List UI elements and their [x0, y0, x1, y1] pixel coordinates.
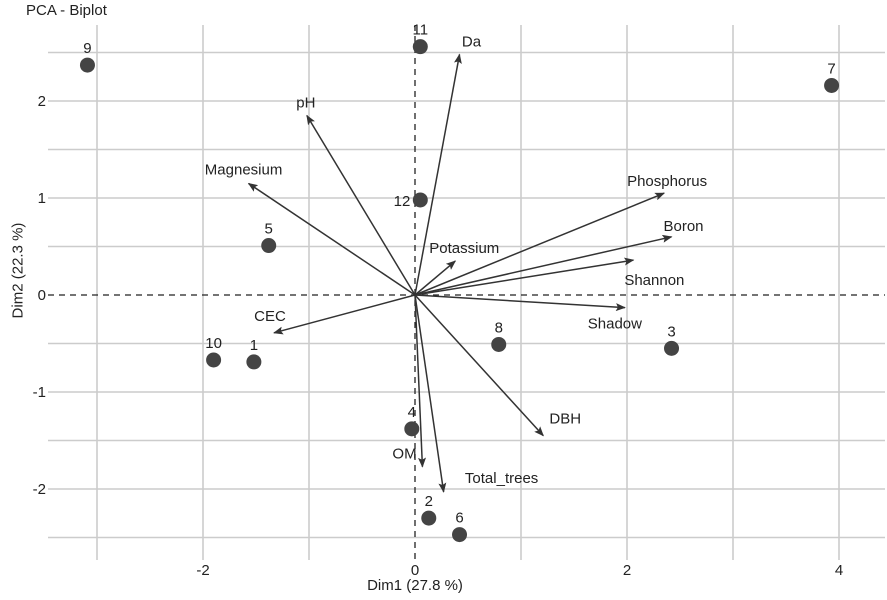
point-marker: [206, 352, 222, 368]
point-marker: [404, 421, 420, 437]
arrow-line: [414, 234, 673, 296]
point-label: 9: [83, 40, 91, 57]
point-marker: [824, 77, 840, 93]
point-label: 8: [495, 319, 503, 336]
y-tick-label: 1: [38, 190, 46, 207]
point-label: 6: [455, 510, 463, 527]
point-marker: [421, 510, 437, 526]
individual-point: 5: [261, 221, 277, 254]
x-tick-label: -2: [196, 562, 209, 579]
arrow-line: [273, 294, 416, 335]
variable-arrow: Total_trees: [414, 294, 538, 493]
individual-point: 1: [246, 337, 262, 370]
arrow-line: [414, 257, 635, 296]
variable-label: OM: [392, 446, 416, 463]
point-label: 12: [394, 193, 411, 210]
x-tick-label: 4: [835, 562, 843, 579]
point-marker: [79, 57, 95, 73]
variable-arrow: Potassium: [414, 240, 499, 296]
individual-point: 4: [404, 404, 420, 437]
variable-label: Boron: [664, 218, 704, 235]
variable-arrow: Phosphorus: [414, 173, 707, 296]
variable-arrow: CEC: [254, 294, 416, 335]
chart-title: PCA - Biplot: [26, 2, 107, 19]
point-marker: [246, 354, 262, 370]
individual-point: 3: [664, 323, 680, 356]
point-label: 1: [250, 337, 258, 354]
y-tick-label: -1: [33, 384, 46, 401]
arrow-line: [414, 260, 457, 296]
point-label: 3: [667, 323, 675, 340]
individual-point: 9: [79, 40, 95, 73]
arrow-line: [306, 114, 416, 296]
point-marker: [664, 340, 680, 356]
variable-label: Potassium: [429, 240, 499, 257]
x-axis-label: Dim1 (27.8 %): [367, 577, 463, 594]
point-label: 7: [827, 60, 835, 77]
arrow-line: [414, 294, 544, 437]
point-marker: [491, 336, 507, 352]
variable-arrow: Boron: [414, 218, 704, 296]
point-marker: [412, 192, 428, 208]
individual-point: 8: [491, 319, 507, 352]
x-tick-label: 2: [623, 562, 631, 579]
variable-arrow: Shannon: [414, 257, 684, 296]
individual-point: 12: [394, 192, 428, 210]
point-marker: [261, 238, 277, 254]
arrow-line: [414, 192, 666, 296]
point-label: 11: [413, 22, 429, 39]
individual-point: 11: [412, 22, 429, 55]
variable-label: Total_trees: [465, 470, 538, 487]
arrow-line: [414, 53, 462, 296]
grid: [48, 25, 885, 560]
point-label: 10: [205, 335, 222, 352]
variable-label: DBH: [549, 411, 581, 428]
x-tick-label: 0: [411, 562, 419, 579]
variable-arrow: OM: [392, 294, 427, 468]
variable-label: Shadow: [588, 316, 642, 333]
point-label: 5: [265, 221, 273, 238]
variable-label: Shannon: [624, 272, 684, 289]
variable-arrow: Shadow: [414, 294, 642, 333]
arrow-line: [247, 182, 416, 296]
variable-label: Phosphorus: [627, 173, 707, 190]
variable-label: CEC: [254, 308, 286, 325]
point-marker: [452, 527, 468, 543]
individual-point: 2: [421, 493, 437, 526]
y-tick-label: 2: [38, 93, 46, 110]
individual-point: 6: [452, 510, 468, 543]
variable-arrow: DBH: [414, 294, 581, 437]
arrow-line: [414, 294, 427, 468]
individual-point: 10: [205, 335, 222, 368]
individual-point: 7: [824, 60, 840, 93]
point-label: 4: [408, 404, 416, 421]
variable-label: pH: [296, 95, 315, 112]
variable-label: Da: [462, 33, 482, 50]
variable-label: Magnesium: [205, 161, 283, 178]
variable-arrows: Da pH Magnesium Phosphorus Boron Shannon Potas…: [205, 33, 707, 493]
variable-arrow: pH: [296, 95, 416, 296]
point-label: 2: [425, 493, 433, 510]
y-tick-label: 0: [38, 287, 46, 304]
arrow-line: [414, 294, 447, 493]
variable-arrow: Magnesium: [205, 161, 416, 296]
point-marker: [412, 39, 428, 55]
y-tick-label: -2: [33, 481, 46, 498]
variable-arrow: Da: [414, 33, 482, 296]
arrow-line: [414, 294, 626, 312]
